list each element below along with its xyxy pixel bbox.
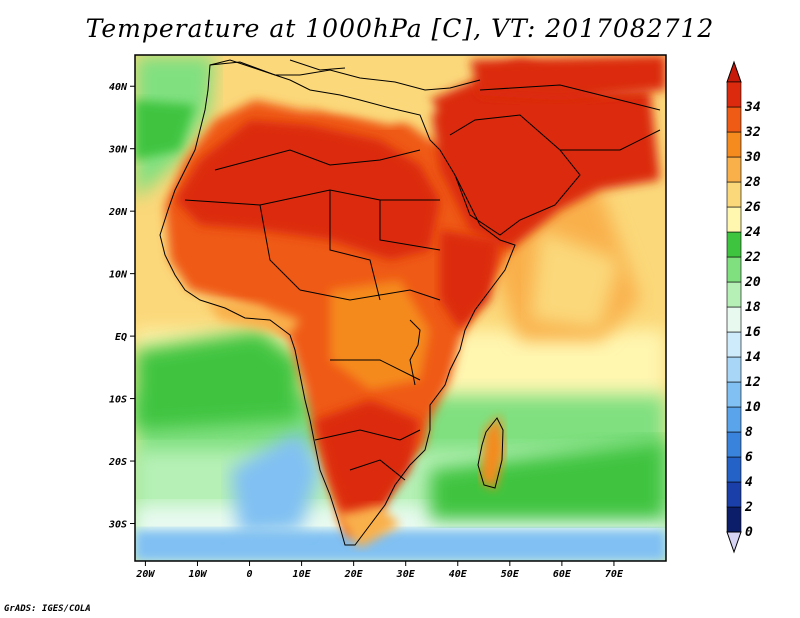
lat-tick-label: 30N	[108, 145, 128, 156]
colorbar-swatch	[726, 381, 742, 408]
colorbar-tick-label: 2	[744, 500, 753, 515]
colorbar-swatch	[726, 206, 742, 233]
colorbar-tick-label: 8	[745, 425, 753, 440]
colorbar-tick-label: 32	[744, 125, 761, 140]
colorbar-swatch	[726, 256, 742, 283]
lon-tick-label: 60E	[553, 569, 572, 580]
colorbar-tick-label: 30	[744, 150, 761, 165]
colorbar-tick-label: 22	[744, 250, 761, 265]
lon-tick-label: 20W	[135, 569, 155, 580]
colorbar-swatch	[726, 506, 742, 533]
colorbar-swatch	[726, 356, 742, 383]
lon-tick-label: 30E	[396, 569, 416, 580]
colorbar-tick-label: 14	[745, 350, 761, 365]
lat-tick-label: 30S	[108, 520, 127, 531]
colorbar-swatch	[726, 481, 742, 508]
colorbar-tick-label: 0	[745, 525, 753, 540]
colorbar-tick-label: 10	[745, 400, 761, 415]
credit-label: GrADS: IGES/COLA	[4, 604, 91, 614]
lat-axis: 40N 30N 20N 10N EQ 10S 20S 30S	[108, 82, 135, 531]
lat-tick-label: 10S	[109, 395, 127, 406]
colorbar-tick-label: 28	[744, 175, 761, 190]
colorbar-under-arrow	[726, 531, 742, 554]
colorbar-tick-label: 26	[744, 200, 761, 215]
colorbar-swatch	[726, 431, 742, 458]
colorbar-tick-label: 6	[745, 450, 753, 465]
colorbar-swatch	[726, 106, 742, 133]
colorbar-swatch	[726, 81, 742, 108]
colorbar-tick-label: 18	[745, 300, 761, 315]
colorbar-swatch	[726, 331, 742, 358]
lon-tick-label: 70E	[605, 569, 624, 580]
lat-tick-label: 20N	[108, 207, 128, 218]
colorbar-swatch	[726, 181, 742, 208]
colorbar-tick-label: 12	[745, 375, 761, 390]
lon-tick-label: 0	[247, 569, 253, 580]
lat-tick-label: EQ	[115, 332, 127, 343]
map-title: Temperature at 1000hPa [C], VT: 20170827…	[85, 14, 715, 43]
colorbar-over-arrow	[726, 60, 742, 83]
lon-tick-label: 40E	[449, 569, 468, 580]
lon-tick-label: 20E	[344, 569, 364, 580]
colorbar-tick-label: 24	[744, 225, 761, 240]
colorbar-swatch	[726, 456, 742, 483]
coastlines	[159, 59, 661, 546]
lon-tick-label: 50E	[501, 569, 520, 580]
colorbar-swatch	[726, 131, 742, 158]
colorbar-swatch	[726, 306, 742, 333]
colorbar-tick-label: 16	[745, 325, 761, 340]
colorbar-swatch	[726, 156, 742, 183]
colorbar-tick-label: 34	[744, 100, 761, 115]
lon-axis: 20W 10W 0 10E 20E 30E 40E 50E 60E 70E	[135, 561, 624, 580]
lon-tick-label: 10E	[293, 569, 312, 580]
temperature-field	[135, 55, 666, 561]
plot-frame	[134, 54, 667, 562]
colorbar-swatch	[726, 281, 742, 308]
colorbar-swatch	[726, 406, 742, 433]
colorbar-tick-label: 20	[744, 275, 761, 290]
lat-tick-label: 20S	[108, 457, 127, 468]
lon-tick-label: 10W	[188, 569, 207, 580]
lat-tick-label: 40N	[109, 82, 128, 93]
colorbar-tick-label: 4	[745, 475, 753, 490]
colorbar-swatch	[726, 231, 742, 258]
lat-tick-label: 10N	[109, 270, 128, 281]
